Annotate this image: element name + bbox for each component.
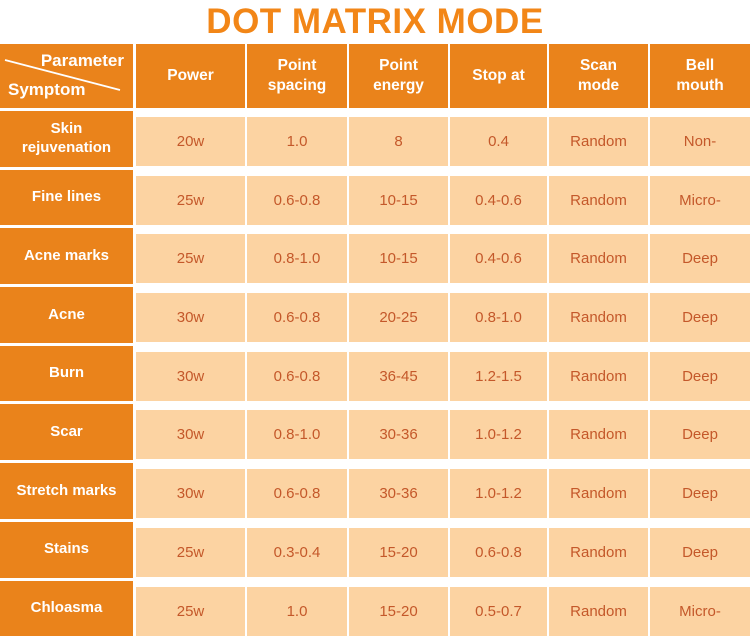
value-cell: Random <box>549 293 648 343</box>
row-label: Acne <box>0 287 136 346</box>
table-row-acne-marks: Acne marks 25w 0.8-1.0 10-15 0.4-0.6 Ran… <box>0 228 750 288</box>
value-cell: Random <box>549 351 648 401</box>
value-cell: 1.0-1.2 <box>450 469 547 519</box>
value-cell: Micro- <box>650 586 750 636</box>
row-label: Fine lines <box>0 169 136 229</box>
row-label: Chloasma <box>0 580 136 640</box>
value-cell: 20w <box>136 117 245 166</box>
value-cell: Random <box>549 410 648 460</box>
table-row-fine-lines: Fine lines 25w 0.6-0.8 10-15 0.4-0.6 Ran… <box>0 169 750 229</box>
value-cell: Deep <box>650 351 750 401</box>
corner-parameter-label: Parameter <box>40 51 124 70</box>
value-cell: 30-36 <box>349 410 448 460</box>
table-row-chloasma: Chloasma 25w 1.0 15-20 0.5-0.7 Random Mi… <box>0 580 750 640</box>
parameter-table: Parameter Symptom Power Point spacing Po… <box>0 44 750 640</box>
value-cell: 20-25 <box>349 293 448 343</box>
table-row-stretch-marks: Stretch marks 30w 0.6-0.8 30-36 1.0-1.2 … <box>0 463 750 522</box>
corner-cell: Parameter Symptom <box>0 44 136 108</box>
value-cell: 1.0 <box>247 117 347 166</box>
value-cell: 0.4-0.6 <box>450 175 547 225</box>
value-cell: Random <box>549 527 648 577</box>
value-cell: 30-36 <box>349 469 448 519</box>
diagonal-divider <box>4 59 121 91</box>
value-cell: 0.8-1.0 <box>247 410 347 460</box>
value-cell: Deep <box>650 410 750 460</box>
value-cell: 0.6-0.8 <box>247 293 347 343</box>
value-cell: 0.3-0.4 <box>247 527 347 577</box>
row-label: Skin rejuvenation <box>0 111 136 170</box>
value-cell: Random <box>549 586 648 636</box>
value-cell: 1.2-1.5 <box>450 351 547 401</box>
value-cell: 0.6-0.8 <box>247 351 347 401</box>
value-cell: Non- <box>650 117 750 166</box>
value-cell: 15-20 <box>349 527 448 577</box>
row-label: Stains <box>0 521 136 581</box>
value-cell: 0.5-0.7 <box>450 586 547 636</box>
value-cell: 36-45 <box>349 351 448 401</box>
value-cell: Deep <box>650 293 750 343</box>
row-label: Burn <box>0 345 136 405</box>
value-cell: 30w <box>136 469 245 519</box>
row-label: Acne marks <box>0 228 136 288</box>
value-cell: 10-15 <box>349 234 448 284</box>
column-header-scan-mode: Scan mode <box>549 44 650 108</box>
value-cell: 10-15 <box>349 175 448 225</box>
row-label: Scar <box>0 404 136 464</box>
table-row-burn: Burn 30w 0.6-0.8 36-45 1.2-1.5 Random De… <box>0 345 750 405</box>
value-cell: 1.0-1.2 <box>450 410 547 460</box>
value-cell: 15-20 <box>349 586 448 636</box>
value-cell: Deep <box>650 469 750 519</box>
value-cell: 30w <box>136 410 245 460</box>
value-cell: 0.6-0.8 <box>247 175 347 225</box>
column-header-stop-at: Stop at <box>450 44 549 108</box>
value-cell: Random <box>549 469 648 519</box>
value-cell: Random <box>549 117 648 166</box>
corner-symptom-label: Symptom <box>8 80 86 99</box>
value-cell: 25w <box>136 234 245 284</box>
value-cell: Deep <box>650 234 750 284</box>
value-cell: Random <box>549 234 648 284</box>
column-header-point-spacing: Point spacing <box>247 44 349 108</box>
value-cell: 25w <box>136 175 245 225</box>
table-row-skin-rejuvenation: Skin rejuvenation 20w 1.0 8 0.4 Random N… <box>0 111 750 170</box>
value-cell: 0.8-1.0 <box>247 234 347 284</box>
table-row-stains: Stains 25w 0.3-0.4 15-20 0.6-0.8 Random … <box>0 521 750 581</box>
value-cell: 0.4 <box>450 117 547 166</box>
value-cell: 25w <box>136 586 245 636</box>
table-row-acne: Acne 30w 0.6-0.8 20-25 0.8-1.0 Random De… <box>0 287 750 346</box>
value-cell: 8 <box>349 117 448 166</box>
table-row-scar: Scar 30w 0.8-1.0 30-36 1.0-1.2 Random De… <box>0 404 750 464</box>
value-cell: 0.8-1.0 <box>450 293 547 343</box>
page-title: DOT MATRIX MODE <box>206 2 544 41</box>
value-cell: 30w <box>136 293 245 343</box>
row-label: Stretch marks <box>0 463 136 522</box>
value-cell: 25w <box>136 527 245 577</box>
column-header-power: Power <box>136 44 247 108</box>
column-header-bell-mouth: Bell mouth <box>650 44 750 108</box>
value-cell: Deep <box>650 527 750 577</box>
value-cell: 0.6-0.8 <box>247 469 347 519</box>
value-cell: Micro- <box>650 175 750 225</box>
column-header-point-energy: Point energy <box>349 44 450 108</box>
value-cell: 0.4-0.6 <box>450 234 547 284</box>
header-row: Parameter Symptom Power Point spacing Po… <box>0 44 750 108</box>
value-cell: 30w <box>136 351 245 401</box>
value-cell: Random <box>549 175 648 225</box>
value-cell: 1.0 <box>247 586 347 636</box>
value-cell: 0.6-0.8 <box>450 527 547 577</box>
